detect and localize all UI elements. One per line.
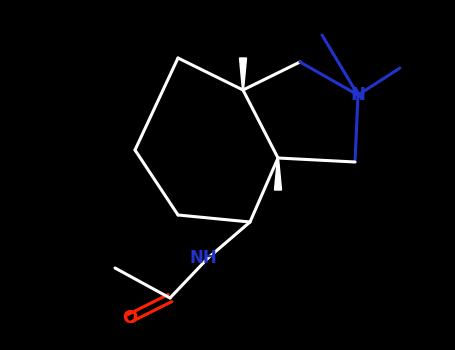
Polygon shape xyxy=(239,58,247,90)
Text: O: O xyxy=(122,309,137,327)
Polygon shape xyxy=(274,158,282,190)
Text: NH: NH xyxy=(189,249,217,267)
Text: N: N xyxy=(350,86,365,104)
